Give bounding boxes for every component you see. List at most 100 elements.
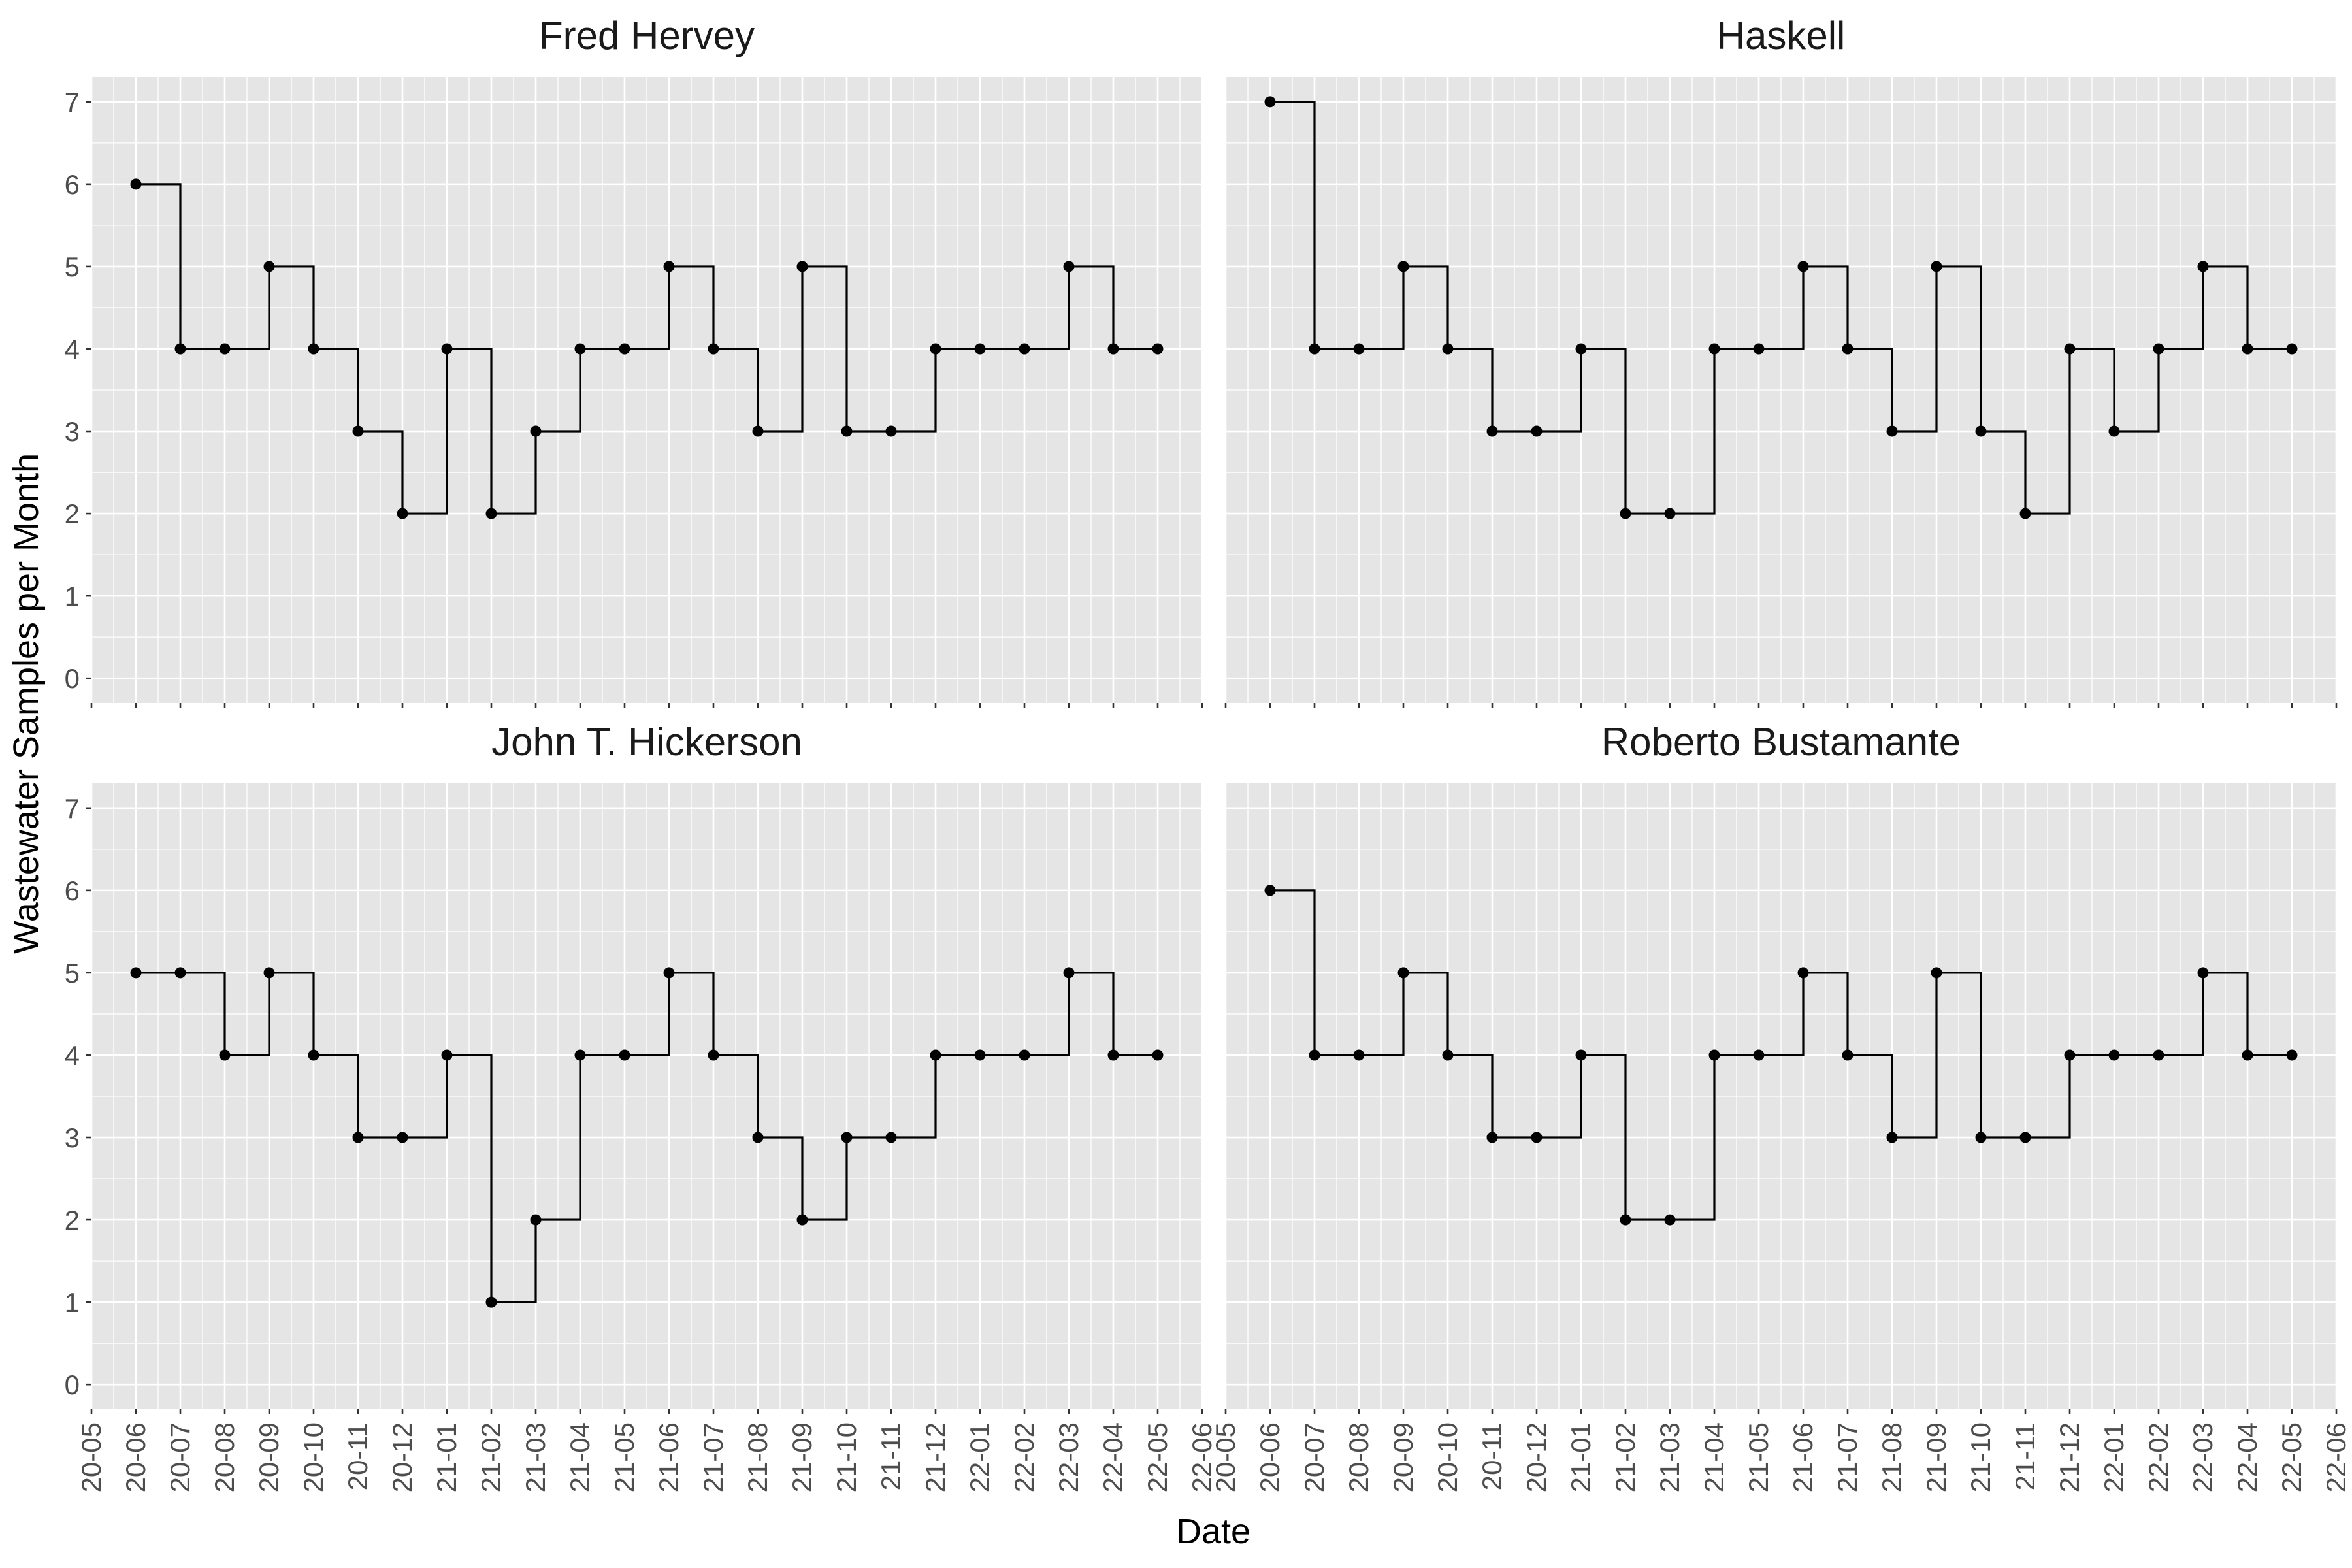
data-point [574,1049,586,1061]
x-axis-title: Date [1176,1512,1250,1551]
data-point [1486,425,1498,437]
facet-roberto-bustamante: Roberto Bustamante 20-05 20-06 20-07 20-08 20… [1210,720,2351,1492]
data-point [708,343,719,355]
y-tick-label: 0 [65,663,80,694]
data-point [308,1049,319,1061]
data-point [1620,1214,1631,1226]
x-tick-label: 21-09 [787,1422,817,1492]
y-tick-label: 1 [65,1287,80,1318]
facet-title: Haskell [1717,14,1846,57]
x-tick-label: 21-06 [1788,1422,1818,1492]
y-tick-label: 0 [65,1369,80,1400]
data-point [1264,885,1276,896]
x-tick-label: 22-02 [1009,1422,1039,1492]
data-point [1353,343,1365,355]
data-point [1397,967,1409,979]
data-point [1797,967,1809,979]
facet-title: Roberto Bustamante [1601,720,1961,764]
data-point [1708,343,1720,355]
data-point [530,425,542,437]
data-point [352,425,364,437]
data-point [574,343,586,355]
data-point [219,343,231,355]
data-point [530,1214,542,1226]
data-point [130,967,142,979]
data-point [1152,343,1164,355]
data-point [1931,261,1942,272]
x-tick-label: 20-05 [1210,1422,1241,1492]
data-point [2286,1049,2298,1061]
x-tick-label: 22-03 [2187,1422,2218,1492]
data-point [1107,1049,1119,1061]
facet-john-t-hickerson: John T. Hickerson 0 1 2 3 4 5 6 7 20-05 20-06 20-07… [65,720,1217,1492]
data-point [1063,261,1075,272]
data-point [1797,261,1809,272]
data-point [1575,1049,1587,1061]
x-tick-label: 21-02 [1610,1422,1641,1492]
data-point [619,1049,630,1061]
data-point [1753,1049,1765,1061]
data-point [885,1132,897,1143]
x-tick-label: 21-07 [1832,1422,1863,1492]
y-tick-label: 6 [65,875,80,906]
data-point [174,967,186,979]
x-tick-label: 21-09 [1921,1422,1952,1492]
data-point [2286,343,2298,355]
step-line-haskell [1270,101,2292,515]
data-point [619,343,630,355]
data-point [2242,343,2253,355]
x-tick-label: 20-08 [209,1422,240,1492]
y-tick-label: 7 [65,87,80,118]
y-tick-label: 3 [65,1122,80,1153]
data-point [1019,343,1030,355]
x-tick-label: 21-11 [2010,1422,2040,1490]
x-tick-label: 22-01 [2099,1422,2129,1492]
x-tick-label: 22-01 [964,1422,995,1492]
data-point [1842,343,1854,355]
x-tick-label: 20-07 [165,1422,195,1492]
x-tick-label: 22-06 [1186,1422,1217,1492]
data-point [1353,1049,1365,1061]
x-tick-label: 22-02 [2143,1422,2174,1492]
step-line-john-t-hickerson [136,972,1158,1303]
x-tick-label: 21-08 [742,1422,773,1492]
data-point [2064,1049,2076,1061]
y-tick-label: 4 [65,334,80,365]
data-point [841,1132,853,1143]
step-line-roberto-bustamante [1270,889,2292,1221]
x-tick-label: 20-12 [387,1422,417,1492]
y-tick-label: 2 [65,1205,80,1235]
data-point [1486,1132,1498,1143]
data-point [1620,508,1631,519]
data-point [708,1049,719,1061]
data-point [2108,1049,2120,1061]
x-tick-label: 20-05 [76,1422,106,1492]
x-tick-label: 20-09 [1388,1422,1418,1492]
data-point [796,1214,808,1226]
facet-fred-hervey: Fred Hervey 0 1 2 3 4 5 6 7 [65,14,1203,708]
x-tick-label: 21-05 [1743,1422,1774,1492]
x-tick-label: 22-04 [1098,1422,1128,1492]
data-point [885,425,897,437]
data-point [1107,343,1119,355]
data-point [441,343,453,355]
data-point [2153,1049,2164,1061]
y-tick-label: 2 [65,498,80,529]
data-point [1442,343,1454,355]
x-tick-label: 21-10 [1965,1422,1996,1492]
data-point [841,425,853,437]
data-point [1531,1132,1543,1143]
x-tick-label: 20-06 [120,1422,151,1492]
x-tick-label: 21-02 [476,1422,506,1492]
facet-haskell: Haskell [1224,14,2338,708]
data-point [219,1049,231,1061]
data-point [1442,1049,1454,1061]
data-point [1309,1049,1320,1061]
data-point [752,1132,764,1143]
x-tick-label: 22-05 [2276,1422,2307,1492]
data-point [1264,96,1276,108]
x-tick-label: 20-10 [298,1422,329,1492]
data-point [1931,967,1942,979]
x-tick-label: 20-06 [1254,1422,1285,1492]
